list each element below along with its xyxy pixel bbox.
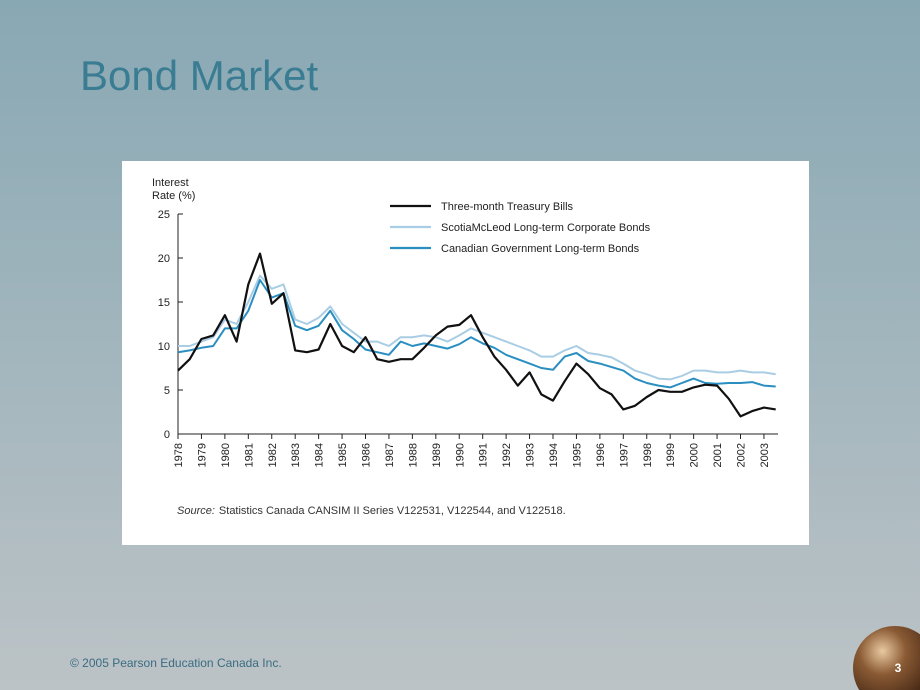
y-tick-label: 20: [158, 253, 170, 265]
x-tick-label: 1978: [173, 443, 185, 467]
source-label: Source:: [177, 505, 215, 517]
y-tick-label: 5: [164, 385, 170, 397]
legend-label: ScotiaMcLeod Long-term Corporate Bonds: [441, 222, 651, 234]
legend-label: Three-month Treasury Bills: [441, 201, 574, 213]
x-tick-label: 1987: [384, 443, 396, 467]
x-tick-label: 1993: [525, 443, 537, 467]
x-tick-label: 1990: [454, 443, 466, 467]
x-tick-label: 1991: [478, 443, 490, 467]
chart-panel: [122, 161, 809, 545]
x-tick-label: 2002: [736, 443, 748, 467]
x-tick-label: 2003: [759, 443, 771, 467]
x-tick-label: 1997: [618, 443, 630, 467]
x-tick-label: 1994: [548, 443, 560, 467]
x-tick-label: 1996: [595, 443, 607, 467]
x-tick-label: 1983: [290, 443, 302, 467]
series-line: [177, 252, 776, 418]
legend-label: Canadian Government Long-term Bonds: [441, 243, 640, 255]
x-tick-label: 1988: [407, 443, 419, 467]
x-tick-label: 1989: [431, 443, 443, 467]
source-text: Statistics Canada CANSIM II Series V1225…: [219, 505, 566, 517]
x-tick-label: 1995: [571, 443, 583, 467]
y-tick-label: 10: [158, 341, 170, 353]
decor-sphere: [853, 626, 920, 690]
x-tick-label: 2001: [712, 443, 724, 467]
x-tick-label: 2000: [689, 443, 701, 467]
x-tick-label: 1986: [361, 443, 373, 467]
x-tick-label: 1979: [196, 443, 208, 467]
y-tick-label: 0: [164, 429, 170, 441]
x-tick-label: 1984: [314, 443, 326, 467]
slide-title: Bond Market: [80, 52, 318, 99]
footer: © 2005 Pearson Education Canada Inc.: [70, 656, 282, 670]
y-tick-label: 15: [158, 297, 170, 309]
y-tick-label: 25: [158, 209, 170, 221]
page-number: 3: [895, 661, 902, 675]
x-tick-label: 1985: [337, 443, 349, 467]
x-tick-label: 1981: [243, 443, 255, 467]
x-tick-label: 1992: [501, 443, 513, 467]
x-tick-label: 1982: [267, 443, 279, 467]
x-tick-label: 1998: [642, 443, 654, 467]
y-axis-label: Interest: [152, 177, 189, 189]
source-note: Source: Statistics Canada CANSIM II Serie…: [177, 505, 566, 517]
x-tick-label: 1999: [665, 443, 677, 467]
y-axis-label: Rate (%): [152, 190, 195, 202]
x-tick-label: 1980: [220, 443, 232, 467]
series-line: [178, 274, 776, 381]
series-line: [177, 279, 776, 389]
